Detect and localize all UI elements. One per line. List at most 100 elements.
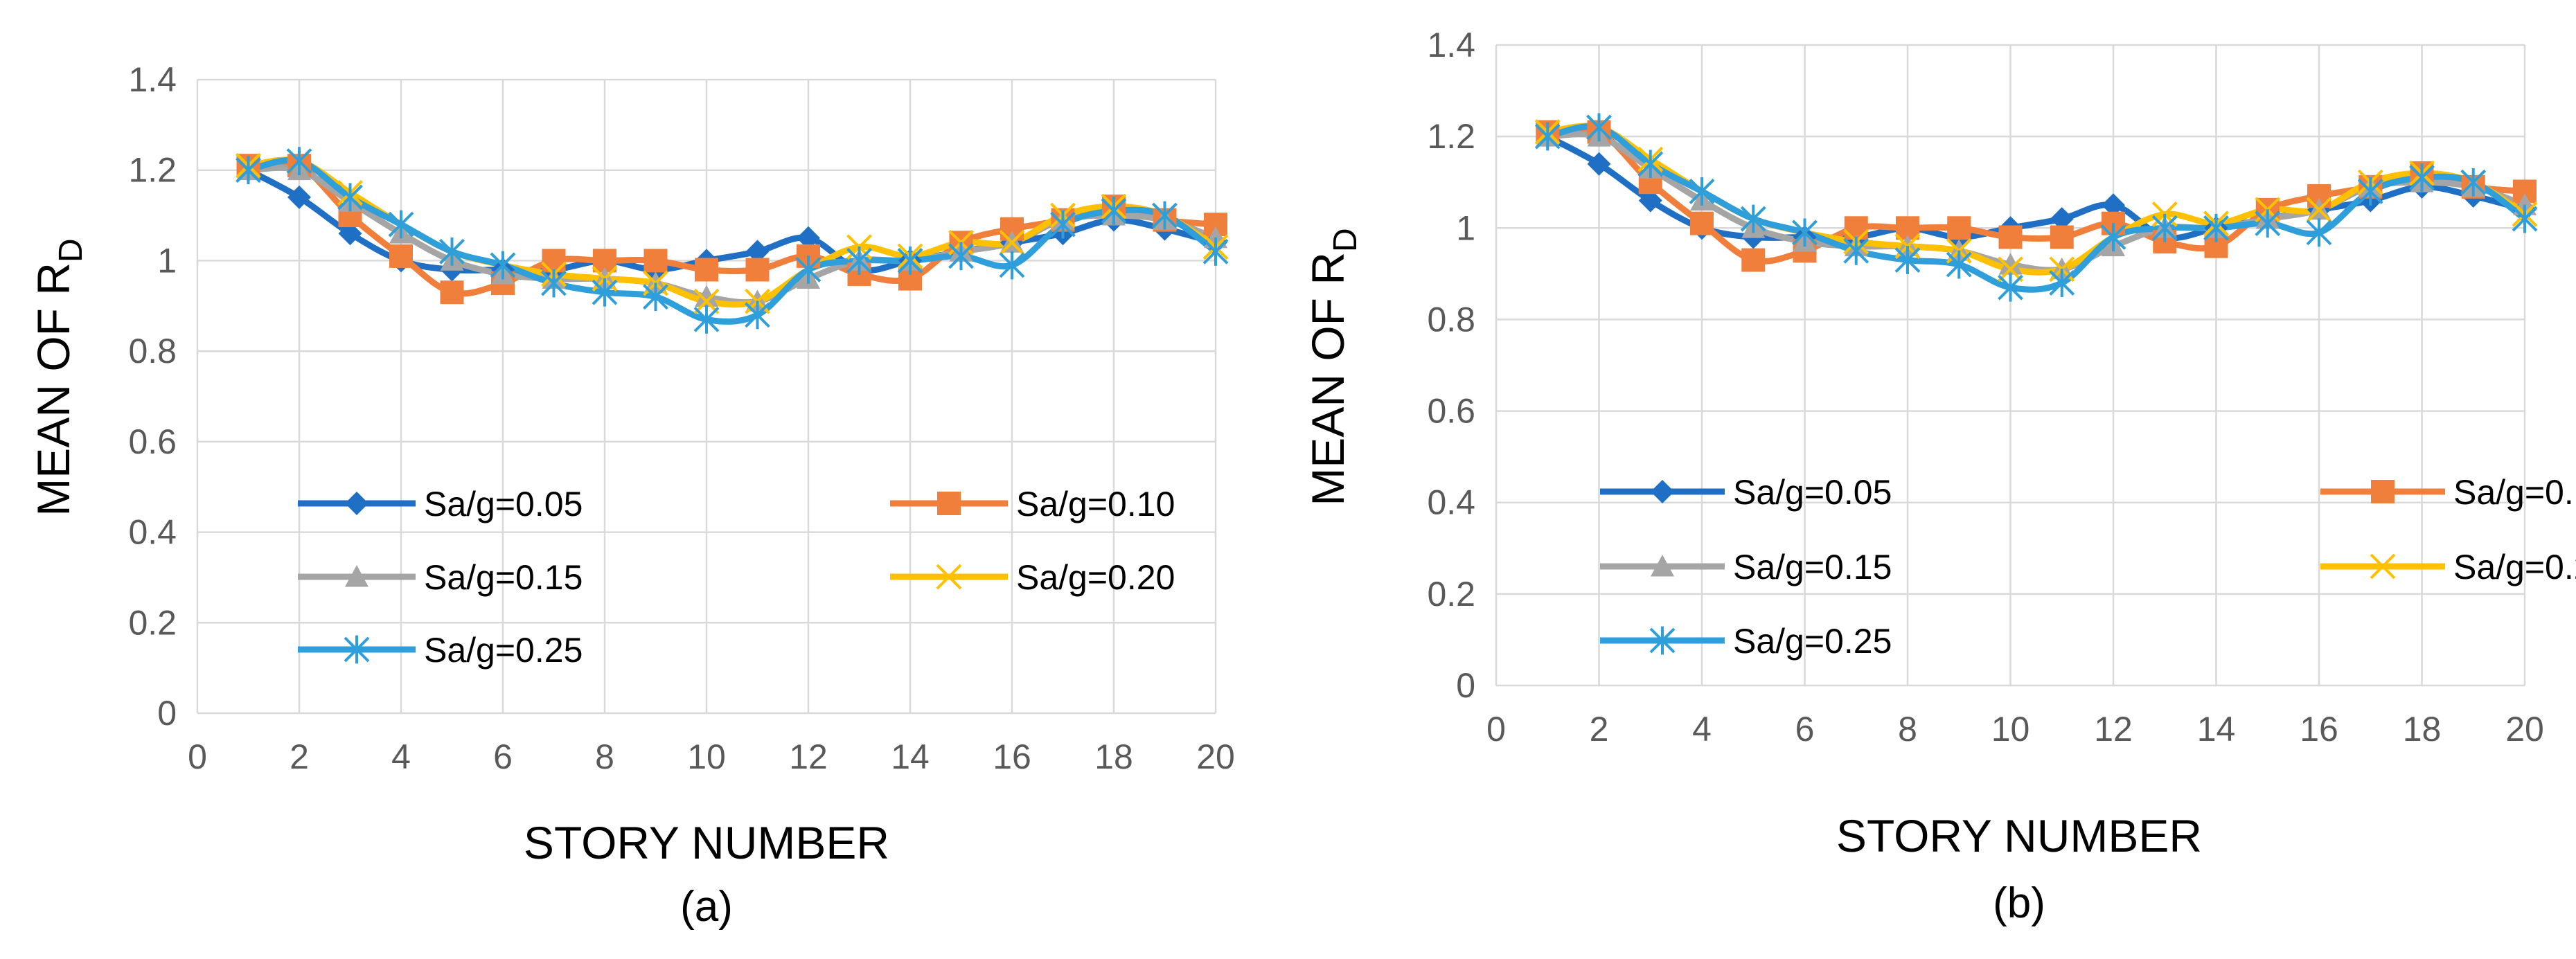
- data-point-series-2: [1947, 216, 1971, 240]
- data-point-series-5: [286, 147, 312, 176]
- data-point-series-5: [1152, 201, 1178, 230]
- data-point-series-5: [1998, 273, 2023, 302]
- y-tick-label: 1.4: [128, 60, 177, 99]
- x-tick-label: 16: [993, 737, 1031, 776]
- legend-marker-3: [1651, 555, 1674, 577]
- data-point-series-1: [1638, 188, 1662, 213]
- x-tick-label: 18: [2403, 710, 2442, 749]
- data-point-series-5: [541, 269, 567, 298]
- data-point-series-5: [1792, 218, 1818, 247]
- data-point-series-5: [2409, 163, 2435, 192]
- x-tick-label: 14: [891, 737, 930, 776]
- y-tick-label: 0: [1456, 666, 1475, 705]
- legend-marker-3: [345, 565, 368, 587]
- x-tick-label: 4: [391, 737, 411, 776]
- data-point-series-4: [999, 229, 1025, 256]
- data-point-series-2: [695, 258, 718, 282]
- x-tick-label: 4: [1692, 710, 1712, 749]
- y-tick-label: 1: [157, 241, 177, 280]
- data-point-series-1: [2102, 193, 2125, 217]
- data-point-series-5: [795, 256, 821, 284]
- y-axis-title-main: MEAN OF R: [28, 262, 79, 517]
- chart-caption: (b): [1993, 879, 2045, 927]
- legend-marker-5: [1649, 626, 1676, 655]
- chart-panel-b: 0 0.2 0.4 0.6 0.8 1 1.2 1.4 0 2 4 6 8 10 12 14 16 18 20 ST…: [1288, 0, 2576, 956]
- y-axis-title: MEAN OF RD: [28, 238, 89, 516]
- data-point-series-5: [1843, 236, 1869, 265]
- x-tick-label: 20: [1196, 737, 1235, 776]
- y-axis-title-main: MEAN OF R: [1302, 252, 1353, 506]
- x-tick-label: 12: [789, 737, 828, 776]
- data-point-series-5: [1586, 113, 1612, 142]
- legend-label-2: Sa/g=0.10: [2453, 473, 2576, 512]
- data-point-series-5: [2512, 204, 2538, 233]
- legend-label-4: Sa/g=0.20: [1016, 558, 1175, 597]
- data-point-series-5: [948, 242, 974, 271]
- x-tick-label: 20: [2505, 710, 2544, 749]
- legend-label-4: Sa/g=0.20: [2453, 548, 2576, 586]
- data-point-series-5: [999, 251, 1025, 280]
- data-point-series-5: [1101, 197, 1127, 225]
- legend-marker-4: [936, 564, 962, 590]
- y-tick-label: 0.8: [1427, 300, 1475, 339]
- data-point-series-5: [2151, 213, 2178, 242]
- data-point-series-3: [1998, 253, 2023, 275]
- data-point-series-1: [338, 222, 362, 246]
- x-tick-label: 10: [687, 737, 726, 776]
- data-point-series-5: [490, 251, 516, 280]
- data-point-series-2: [643, 249, 668, 273]
- data-point-series-5: [1894, 246, 1921, 274]
- legend-marker-2: [2371, 480, 2395, 503]
- y-tick-label: 0.6: [128, 422, 177, 461]
- data-point-series-5: [439, 237, 465, 266]
- data-point-series-5: [1202, 237, 1229, 266]
- data-point-series-5: [388, 210, 414, 239]
- data-point-series-5: [2100, 223, 2126, 251]
- y-tick-label: 1.2: [128, 151, 177, 190]
- x-tick-label: 6: [1795, 710, 1815, 749]
- legend-marker-5: [344, 635, 370, 664]
- x-tick-label: 0: [188, 737, 207, 776]
- y-tick-label: 0.2: [1427, 575, 1475, 613]
- x-tick-label: 8: [595, 737, 614, 776]
- x-tick-label: 2: [1590, 710, 1609, 749]
- y-axis-title-sub: D: [1327, 228, 1364, 252]
- legend-marker-1: [1651, 480, 1674, 503]
- x-tick-label: 6: [493, 737, 513, 776]
- legend-label-1: Sa/g=0.05: [424, 485, 583, 523]
- data-point-series-4: [2306, 197, 2332, 223]
- data-point-series-4: [693, 288, 720, 314]
- data-point-series-2: [2050, 225, 2074, 249]
- y-tick-label: 0.4: [128, 513, 177, 552]
- x-tick-label: 0: [1486, 710, 1506, 749]
- chart-panel-a: 0 0.2 0.4 0.6 0.8 1 1.2 1.4 0 2 4 6 8 10 12 14 16 18 20 ST…: [0, 0, 1274, 956]
- x-axis-title: STORY NUMBER: [1836, 810, 2202, 861]
- data-point-series-5: [2049, 269, 2075, 297]
- data-point-series-4: [1998, 256, 2023, 283]
- y-tick-label: 0.6: [1427, 392, 1475, 431]
- data-point-series-2: [1741, 248, 1766, 272]
- y-axis-title: MEAN OF RD: [1302, 228, 1364, 505]
- data-point-series-5: [2306, 218, 2332, 247]
- data-point-series-2: [440, 280, 464, 305]
- y-tick-label: 0.4: [1427, 483, 1475, 522]
- legend-label-5: Sa/g=0.25: [1733, 622, 1892, 661]
- data-point-series-5: [1740, 204, 1766, 233]
- data-point-series-2: [745, 258, 770, 282]
- legend-label-1: Sa/g=0.05: [1733, 473, 1892, 512]
- y-tick-label: 1.4: [1427, 26, 1475, 64]
- y-tick-label: 1.2: [1427, 117, 1475, 156]
- y-tick-label: 0: [157, 694, 177, 733]
- data-point-series-5: [2255, 209, 2281, 238]
- x-tick-label: 2: [290, 737, 309, 776]
- data-point-series-5: [1050, 210, 1076, 239]
- x-tick-label: 10: [1991, 710, 2030, 749]
- data-point-series-5: [745, 301, 770, 330]
- x-axis-title: STORY NUMBER: [524, 817, 889, 868]
- data-point-series-1: [287, 185, 311, 209]
- y-tick-label: 0.8: [128, 332, 177, 370]
- legend-marker-4: [2370, 553, 2396, 580]
- chart-a: 0 0.2 0.4 0.6 0.8 1 1.2 1.4 0 2 4 6 8 10 12 14 16 18 20 ST…: [28, 60, 1235, 931]
- data-point-series-1: [745, 240, 770, 264]
- y-axis-title-sub: D: [53, 238, 89, 262]
